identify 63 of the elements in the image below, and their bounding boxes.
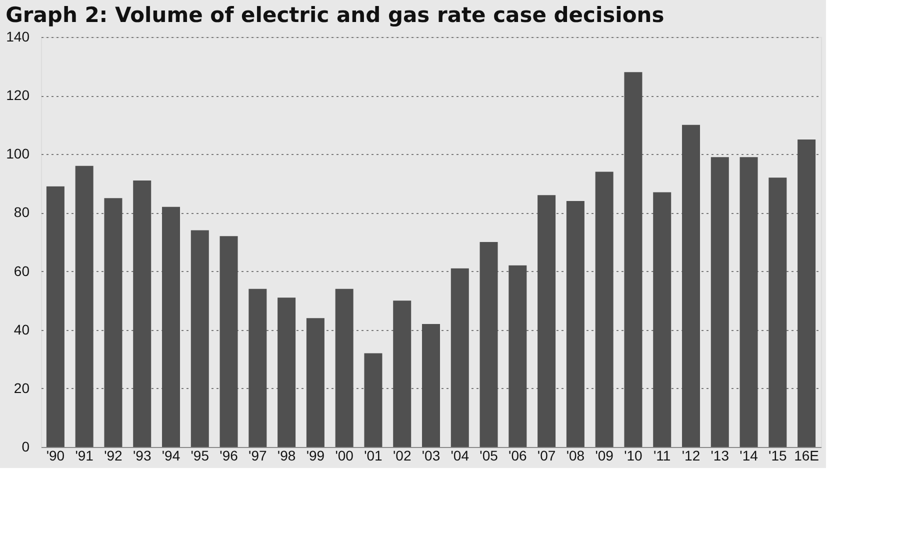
bar xyxy=(768,178,787,447)
bar xyxy=(278,298,296,447)
bar xyxy=(682,124,700,447)
bar xyxy=(798,140,816,447)
x-tick-label: '03 xyxy=(422,448,440,464)
bar xyxy=(220,236,238,447)
x-tick-label: '96 xyxy=(220,448,238,464)
x-tick-label: '06 xyxy=(508,448,527,464)
x-tick-label: '98 xyxy=(277,448,296,464)
x-tick-label: '95 xyxy=(190,448,210,464)
bar xyxy=(75,166,94,447)
y-tick-label: 0 xyxy=(22,438,30,454)
bar xyxy=(104,198,122,447)
y-tick-label: 120 xyxy=(6,87,30,104)
x-tick-label: 16E xyxy=(794,448,820,464)
x-tick-label: '14 xyxy=(740,448,758,464)
x-tick-label: '00 xyxy=(335,448,354,464)
x-tick-label: '01 xyxy=(364,448,383,464)
x-tick-label: '90 xyxy=(46,448,65,464)
bar xyxy=(162,206,180,447)
bar xyxy=(710,157,729,447)
bar xyxy=(335,288,354,447)
bar xyxy=(393,300,412,447)
bar xyxy=(422,324,440,447)
bar xyxy=(450,268,469,447)
x-tick-label: '12 xyxy=(682,448,700,464)
bar xyxy=(624,72,642,447)
y-tick-label: 80 xyxy=(14,204,30,220)
bar xyxy=(306,318,324,447)
x-tick-label: '11 xyxy=(654,448,671,464)
y-tick-label: 140 xyxy=(6,28,30,44)
x-tick-label: '91 xyxy=(75,448,94,464)
bar xyxy=(595,172,614,447)
bar xyxy=(653,192,672,447)
x-tick-label: '94 xyxy=(162,448,180,464)
x-tick-label: '92 xyxy=(104,448,123,464)
bar xyxy=(566,201,584,447)
x-tick-label: '15 xyxy=(768,448,787,464)
bar xyxy=(190,230,209,447)
y-tick-label: 40 xyxy=(14,321,30,338)
x-tick-label: '99 xyxy=(306,448,325,464)
x-tick-label: '04 xyxy=(450,448,470,464)
bar xyxy=(248,288,267,447)
y-tick-label: 20 xyxy=(14,380,30,396)
bar xyxy=(364,353,382,447)
bar xyxy=(480,242,498,447)
x-tick-label: '13 xyxy=(710,448,730,464)
bar xyxy=(508,265,527,447)
x-tick-label: '97 xyxy=(248,448,267,464)
y-tick-label: 100 xyxy=(6,146,30,162)
bar xyxy=(133,180,152,447)
y-tick-label: 60 xyxy=(14,262,30,279)
bar xyxy=(46,186,64,447)
x-tick-label: '93 xyxy=(132,448,152,464)
x-tick-label: '05 xyxy=(480,448,498,464)
x-tick-label: '02 xyxy=(392,448,412,464)
chart-title: Graph 2: Volume of electric and gas rate case decisions xyxy=(6,3,664,27)
x-tick-label: '08 xyxy=(566,448,585,464)
bar xyxy=(740,157,758,447)
bar xyxy=(538,195,556,447)
x-tick-label: '07 xyxy=(537,448,556,464)
x-tick-label: '09 xyxy=(595,448,614,464)
x-tick-label: '10 xyxy=(624,448,643,464)
